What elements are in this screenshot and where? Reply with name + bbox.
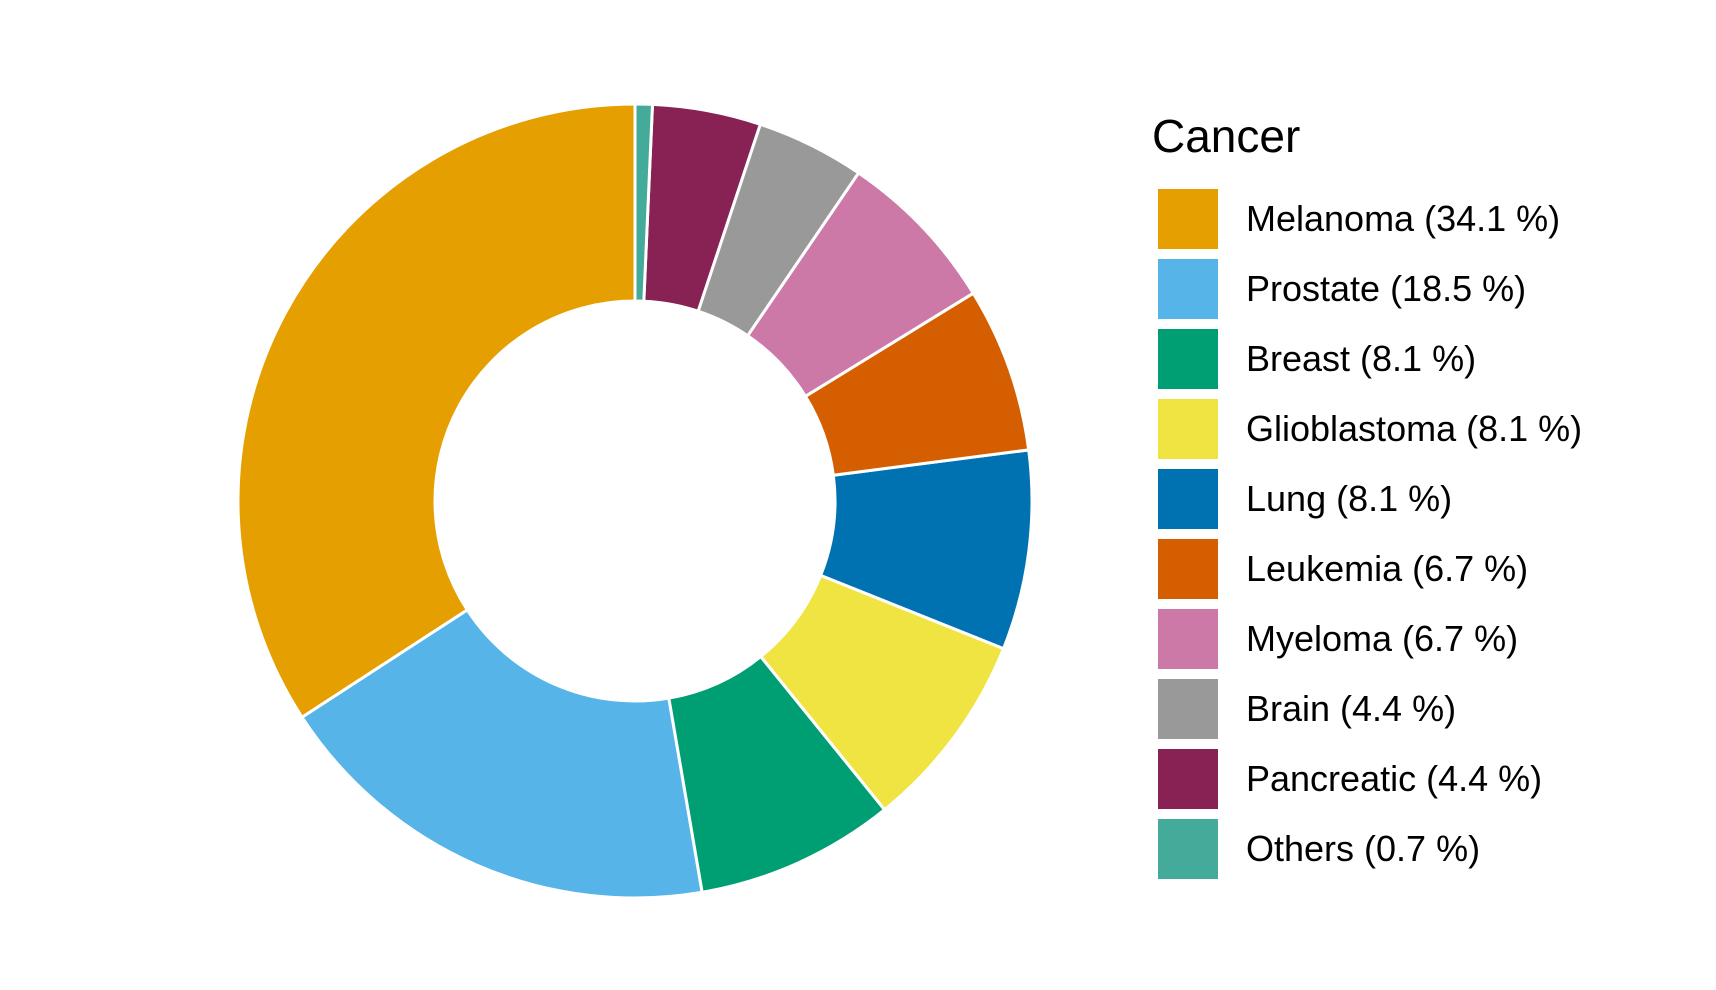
legend-label: Lung (8.1 %) [1246,478,1453,519]
legend-item: Pancreatic (4.4 %) [1152,744,1582,814]
legend-label: Glioblastoma (8.1 %) [1246,408,1583,449]
legend-swatch [1158,399,1218,459]
slice-melanoma [236,102,637,720]
legend-label: Myeloma (6.7 %) [1246,618,1519,659]
legend-label: Pancreatic (4.4 %) [1246,758,1543,799]
legend-swatch [1158,329,1218,389]
legend-label: Prostate (18.5 %) [1246,268,1527,309]
legend-label: Brain (4.4 %) [1246,688,1457,729]
legend-item: Others (0.7 %) [1152,814,1582,884]
legend-title: Cancer [1152,110,1301,162]
legend-item: Melanoma (34.1 %) [1152,184,1582,254]
legend-item: Breast (8.1 %) [1152,324,1582,394]
legend-item: Prostate (18.5 %) [1152,254,1582,324]
legend-label: Others (0.7 %) [1246,828,1481,869]
legend-item: Brain (4.4 %) [1152,674,1582,744]
legend-item: Glioblastoma (8.1 %) [1152,394,1582,464]
legend-swatch [1158,259,1218,319]
legend-swatch [1158,539,1218,599]
legend: Cancer Melanoma (34.1 %) Prostate (18.5 %… [1152,110,1582,884]
legend-label: Leukemia (6.7 %) [1246,548,1529,589]
legend-swatch [1158,609,1218,669]
legend-label: Breast (8.1 %) [1246,338,1477,379]
legend-item: Lung (8.1 %) [1152,464,1582,534]
legend-swatch [1158,679,1218,739]
slice-others [633,102,655,303]
legend-item: Myeloma (6.7 %) [1152,604,1582,674]
legend-swatch [1158,749,1218,809]
slice-prostate [299,607,704,900]
legend-swatch [1158,469,1218,529]
legend-swatch [1158,189,1218,249]
legend-item: Leukemia (6.7 %) [1152,534,1582,604]
legend-items: Melanoma (34.1 %) Prostate (18.5 %) Breast… [1152,184,1582,884]
legend-swatch [1158,819,1218,879]
legend-label: Melanoma (34.1 %) [1246,198,1561,239]
